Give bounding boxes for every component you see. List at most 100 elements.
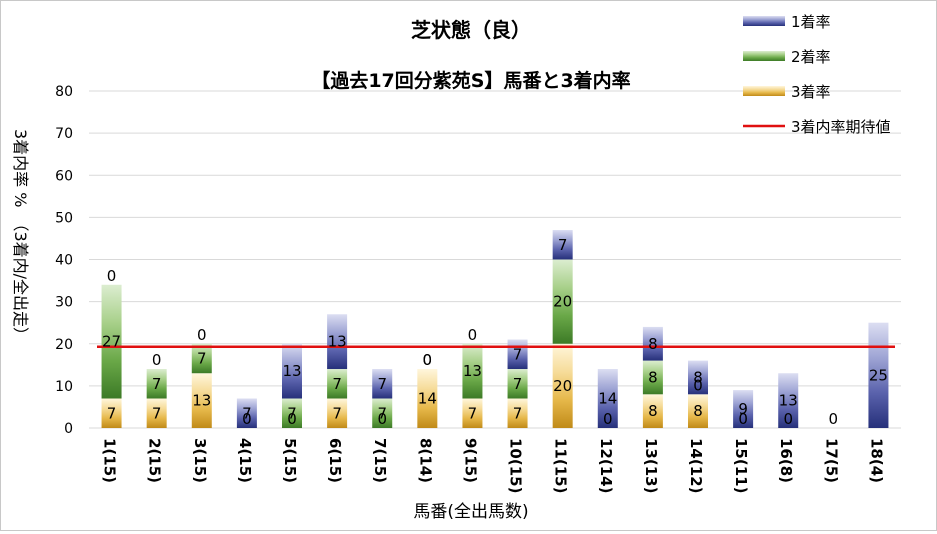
bar-value-label: 8 (648, 368, 658, 386)
x-tick-label: 13(13) (642, 438, 660, 493)
bar-value-label: 0 (829, 410, 839, 428)
legend-swatch (743, 16, 785, 26)
y-tick-label: 70 (55, 126, 73, 142)
legend-label: 1着率 (791, 13, 831, 31)
x-tick-label: 15(11) (732, 438, 750, 493)
y-tick-label: 40 (55, 253, 73, 269)
bar-segment (688, 394, 708, 428)
bar-value-label: 13 (328, 333, 347, 351)
bar-segment (688, 360, 708, 395)
bar-value-label: 0 (423, 351, 433, 369)
bar-value-label: 7 (107, 404, 117, 422)
bar-value-label: 13 (192, 392, 211, 410)
bar-value-label: 0 (738, 410, 748, 428)
bar-segment (191, 343, 212, 374)
bar-value-label: 13 (779, 392, 798, 410)
bar-value-label: 0 (197, 326, 207, 344)
bar-segment (327, 398, 348, 428)
bar-value-label: 7 (152, 404, 162, 422)
bar-value-label: 25 (869, 366, 888, 384)
bar-value-label: 7 (332, 375, 342, 393)
bar-segment (191, 373, 212, 428)
bar-segment (236, 398, 257, 428)
y-tick-label: 60 (55, 168, 73, 184)
y-tick-label: 10 (55, 379, 73, 395)
x-tick-label: 8(14) (416, 438, 434, 483)
x-tick-label: 14(12) (687, 438, 705, 493)
bar-value-label: 8 (648, 335, 658, 353)
bar-segment (101, 284, 122, 399)
bar-segment (146, 369, 167, 399)
bar-value-label: 0 (423, 351, 433, 369)
bar-value-label: 20 (553, 377, 572, 395)
x-tick-label: 18(4) (867, 438, 885, 483)
bar-value-label: 14 (418, 390, 437, 408)
x-tick-label: 3(15) (191, 438, 209, 483)
bar-segment (327, 314, 348, 370)
bar-segment (282, 343, 302, 399)
legend: 1着率 2着率 3着率 3着内率期待値 (743, 13, 891, 136)
legend-label: 3着率 (791, 83, 831, 101)
bar-value-label: 0 (287, 410, 297, 428)
bar-segment (507, 398, 528, 428)
bar-segment (372, 369, 393, 399)
x-tick-label: 12(14) (597, 438, 615, 493)
x-axis-label: 馬番(全出馬数) (413, 502, 528, 522)
legend-swatch (743, 51, 785, 61)
x-tick-label: 16(8) (777, 438, 795, 483)
bar-segment (327, 369, 348, 399)
bar-segment (101, 398, 122, 428)
bar-value-label: 9 (738, 400, 748, 418)
bar-value-label: 13 (463, 362, 482, 380)
x-tick-label: 10(15) (507, 438, 525, 493)
y-axis-label: 3着内率 % （3着内/全出走） (11, 129, 30, 343)
bar-value-label: 0 (377, 410, 387, 428)
bar-value-label: 7 (558, 236, 568, 254)
bar-value-label: 7 (377, 404, 387, 422)
bar-value-label: 8 (693, 368, 703, 386)
bar-segment (462, 398, 483, 428)
bar-segment (642, 360, 663, 395)
legend-swatch (743, 86, 785, 96)
bar-value-label: 7 (332, 404, 342, 422)
legend-label: 2着率 (791, 48, 831, 66)
y-tick-label: 20 (55, 337, 73, 353)
x-tick-label: 6(15) (326, 438, 344, 483)
gridlines (89, 90, 901, 429)
x-tick-label: 1(15) (101, 438, 119, 483)
bar-value-label: 7 (513, 375, 523, 393)
bar-value-label: 7 (242, 404, 252, 422)
bar-segment (597, 369, 618, 428)
x-tick-label: 9(15) (461, 438, 479, 483)
bar-value-label: 0 (783, 410, 793, 428)
y-tick-label: 50 (55, 210, 73, 226)
bar-value-label: 0 (693, 376, 703, 394)
y-axis-ticks: 0 10 20 30 40 50 60 70 80 (55, 84, 73, 437)
bar-segment (507, 369, 528, 399)
bar-segment (462, 343, 483, 399)
legend-label: 3着内率期待値 (791, 118, 891, 136)
bar-value-label: 0 (152, 351, 162, 369)
bar-segment (778, 373, 799, 428)
bar-segment (282, 398, 302, 428)
bar-value-label: 7 (287, 404, 297, 422)
bar-value-label: 7 (513, 345, 523, 363)
bar-segment (552, 343, 573, 428)
bar-value-label: 7 (468, 404, 478, 422)
x-tick-label: 5(15) (281, 438, 299, 483)
x-tick-label: 11(15) (552, 438, 570, 493)
bar-value-label: 8 (693, 402, 703, 420)
bar-segment (417, 369, 438, 428)
bar-segment (146, 398, 167, 428)
x-tick-label: 7(15) (371, 438, 389, 483)
bar-segment (733, 390, 754, 428)
bar-segment (642, 394, 663, 428)
bar-value-label: 20 (553, 293, 572, 311)
bar-value-label: 7 (377, 375, 387, 393)
x-tick-label: 4(15) (236, 438, 254, 483)
bar-segment (372, 398, 393, 428)
bar-value-label: 8 (648, 402, 658, 420)
